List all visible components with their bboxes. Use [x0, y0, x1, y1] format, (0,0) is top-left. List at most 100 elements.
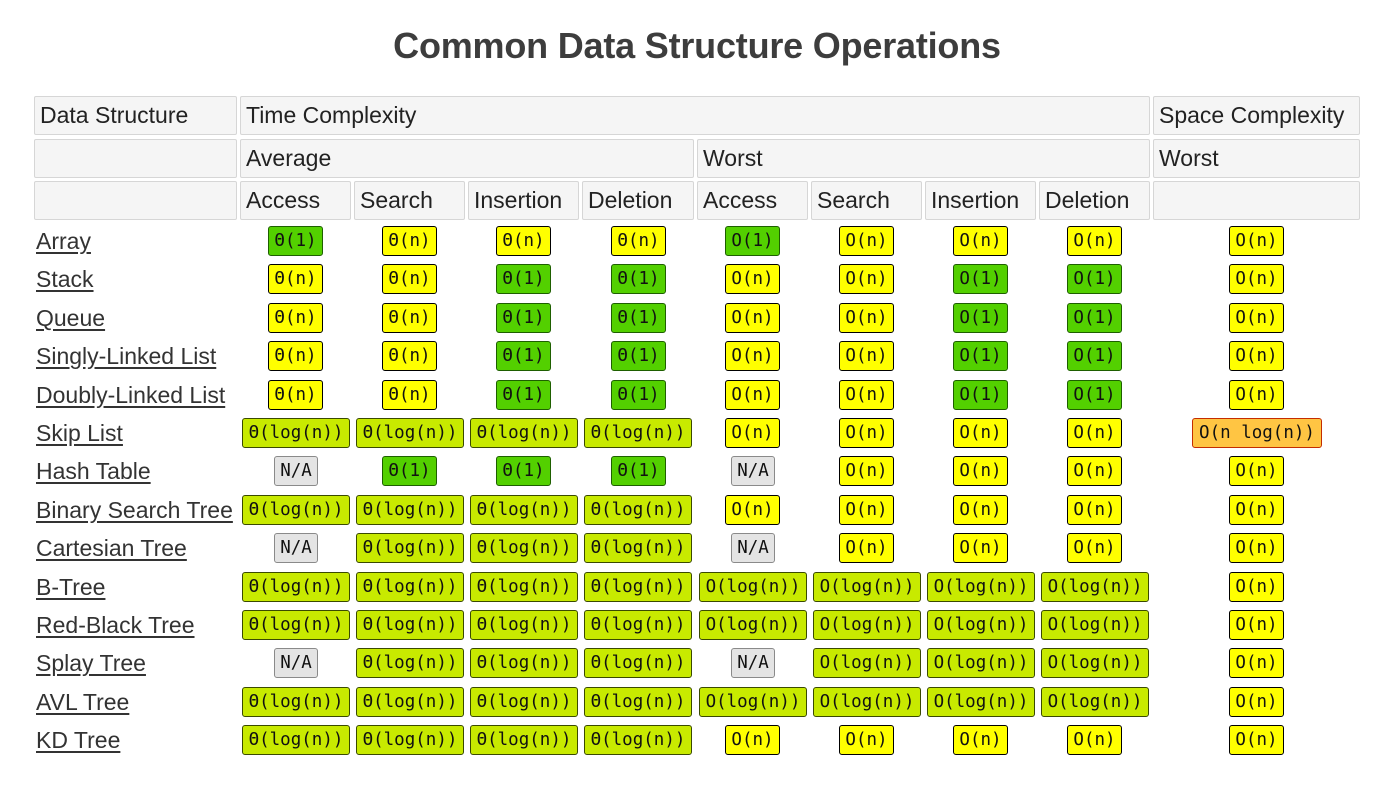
- complexity-badge: O(n): [953, 495, 1008, 525]
- complexity-badge: O(n): [1229, 303, 1284, 333]
- header-space-blank: [1153, 181, 1360, 220]
- complexity-badge: O(n): [1067, 495, 1122, 525]
- header-avg-insertion: Insertion: [468, 181, 579, 220]
- complexity-badge: Θ(log(n)): [242, 418, 350, 448]
- complexity-badge: Θ(1): [496, 380, 551, 410]
- complexity-badge: Θ(log(n)): [470, 572, 578, 602]
- complexity-badge: Θ(n): [382, 341, 437, 371]
- row-link-b-tree[interactable]: B-Tree: [36, 574, 106, 600]
- complexity-badge: O(log(n)): [699, 610, 807, 640]
- header-worst: Worst: [697, 139, 1150, 178]
- complexity-badge: O(n): [839, 725, 894, 755]
- row-link-red-black-tree[interactable]: Red-Black Tree: [36, 612, 195, 638]
- complexity-badge: Θ(n): [268, 341, 323, 371]
- complexity-badge: O(n): [953, 456, 1008, 486]
- complexity-badge: O(n): [1229, 341, 1284, 371]
- page-title: Common Data Structure Operations: [393, 25, 1001, 66]
- complexity-badge: Θ(log(n)): [242, 610, 350, 640]
- complexity-badge: O(log(n)): [1041, 648, 1149, 678]
- complexity-badge: O(n): [839, 533, 894, 563]
- complexity-badge: O(n): [1229, 495, 1284, 525]
- complexity-badge: O(n): [725, 418, 780, 448]
- complexity-badge: Θ(1): [496, 303, 551, 333]
- complexity-badge: O(n): [725, 380, 780, 410]
- header-avg-access: Access: [240, 181, 351, 220]
- complexity-badge: O(1): [953, 264, 1008, 294]
- row-link-skip-list[interactable]: Skip List: [36, 420, 123, 446]
- row-link-kd-tree[interactable]: KD Tree: [36, 727, 121, 753]
- complexity-badge: Θ(log(n)): [470, 648, 578, 678]
- complexity-badge: Θ(1): [611, 341, 666, 371]
- complexity-badge: Θ(n): [268, 380, 323, 410]
- complexity-badge: O(n): [1067, 456, 1122, 486]
- complexity-badge: Θ(1): [268, 226, 323, 256]
- complexity-badge: O(n): [839, 380, 894, 410]
- complexity-badge: O(n): [839, 264, 894, 294]
- header-average: Average: [240, 139, 694, 178]
- complexity-badge: Θ(log(n)): [242, 572, 350, 602]
- header-avg-deletion: Deletion: [582, 181, 694, 220]
- complexity-badge: O(n): [1229, 456, 1284, 486]
- complexity-badge: O(n): [839, 303, 894, 333]
- row-link-avl-tree[interactable]: AVL Tree: [36, 689, 130, 715]
- complexity-badge: Θ(n): [382, 264, 437, 294]
- row-link-cartesian-tree[interactable]: Cartesian Tree: [36, 535, 187, 561]
- complexity-badge: O(log(n)): [927, 687, 1035, 717]
- row-link-singly-linked-list[interactable]: Singly-Linked List: [36, 343, 217, 369]
- header-blank: [34, 181, 237, 220]
- complexity-badge: O(log(n)): [1041, 572, 1149, 602]
- complexity-badge: O(n): [839, 495, 894, 525]
- complexity-badge: O(1): [1067, 341, 1122, 371]
- row-link-queue[interactable]: Queue: [36, 305, 106, 331]
- complexity-badge: Θ(log(n)): [470, 533, 578, 563]
- complexity-badge: Θ(log(n)): [356, 610, 464, 640]
- complexity-badge: Θ(1): [611, 456, 666, 486]
- complexity-badge: N/A: [274, 456, 318, 486]
- complexity-badge: O(n): [1067, 226, 1122, 256]
- row-link-stack[interactable]: Stack: [36, 266, 94, 292]
- complexity-badge: O(log(n)): [1041, 687, 1149, 717]
- header-space-worst: Worst: [1153, 139, 1360, 178]
- complexity-badge: O(n): [953, 725, 1008, 755]
- header-time-complexity: Time Complexity: [240, 96, 1150, 135]
- complexity-badge: Θ(1): [611, 264, 666, 294]
- complexity-badge: O(1): [953, 380, 1008, 410]
- row-link-array[interactable]: Array: [36, 228, 91, 254]
- complexity-badge: Θ(n): [268, 264, 323, 294]
- row-link-splay-tree[interactable]: Splay Tree: [36, 650, 146, 676]
- header-space-complexity: Space Complexity: [1153, 96, 1360, 135]
- complexity-badge: Θ(log(n)): [584, 687, 692, 717]
- complexity-badge: Θ(log(n)): [242, 495, 350, 525]
- complexity-badge: N/A: [731, 648, 775, 678]
- complexity-badge: O(n): [839, 418, 894, 448]
- header-worst-insertion: Insertion: [925, 181, 1036, 220]
- complexity-badge: O(n): [725, 303, 780, 333]
- complexity-badge: Θ(log(n)): [356, 725, 464, 755]
- complexity-badge: O(1): [1067, 264, 1122, 294]
- complexity-badge: O(n): [839, 341, 894, 371]
- complexity-badge: Θ(log(n)): [356, 418, 464, 448]
- complexity-badge: O(log(n)): [699, 572, 807, 602]
- complexity-badge: O(log(n)): [927, 610, 1035, 640]
- complexity-badge: O(n): [1067, 418, 1122, 448]
- complexity-badge: Θ(log(n)): [470, 610, 578, 640]
- complexity-badge: O(1): [725, 226, 780, 256]
- complexity-badge: O(n): [1229, 648, 1284, 678]
- complexity-badge: N/A: [731, 456, 775, 486]
- complexity-badge: O(1): [1067, 380, 1122, 410]
- complexity-badge: O(log(n)): [813, 610, 921, 640]
- complexity-badge: N/A: [274, 648, 318, 678]
- complexity-badge: O(n): [1229, 226, 1284, 256]
- complexity-badge: Θ(log(n)): [356, 572, 464, 602]
- complexity-badge: Θ(log(n)): [242, 687, 350, 717]
- complexity-badge: Θ(log(n)): [470, 687, 578, 717]
- complexity-badge: O(n): [725, 341, 780, 371]
- complexity-badge: O(log(n)): [813, 572, 921, 602]
- complexity-badge: Θ(log(n)): [584, 572, 692, 602]
- row-link-doubly-linked-list[interactable]: Doubly-Linked List: [36, 382, 226, 408]
- complexity-badge: Θ(n): [611, 226, 666, 256]
- row-link-hash-table[interactable]: Hash Table: [36, 458, 151, 484]
- complexity-badge: O(n): [725, 725, 780, 755]
- row-link-binary-search-tree[interactable]: Binary Search Tree: [36, 497, 233, 523]
- complexity-badge: O(log(n)): [813, 648, 921, 678]
